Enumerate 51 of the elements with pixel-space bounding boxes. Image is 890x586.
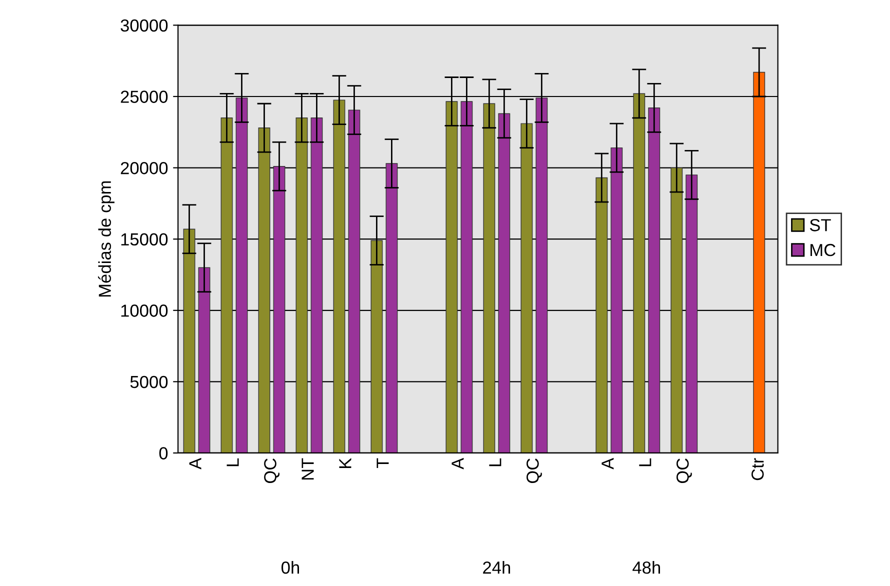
x-tick-label: T [376,458,389,468]
x-tick-label: NT [302,458,314,480]
x-tick-label: K [339,458,352,468]
text: 0h [282,561,300,574]
x-tick-label: QC [526,458,542,484]
bar [460,101,473,453]
bar [296,118,308,453]
x-tick-label: A [602,458,614,470]
bar [220,118,233,453]
bar [386,163,398,453]
bar [348,110,360,453]
bar [370,240,383,453]
bar [258,128,270,453]
y-tick-label: 0 [159,447,168,460]
legend-label: MC [810,244,836,256]
bar [536,98,548,453]
bar [686,174,698,453]
text: 48h [632,561,660,574]
x-tick-label: QC [676,458,692,484]
bar [633,93,646,453]
bar [520,123,533,453]
y-tick-label: 25000 [120,90,168,103]
y-tick-label: 30000 [120,19,168,32]
bar [610,147,623,453]
x-tick-label: A [452,458,464,470]
x-tick-label: L [489,458,502,466]
bar [198,267,210,453]
bar [183,228,196,453]
bar [446,101,458,453]
y-tick-label: 20000 [120,162,168,174]
x-tick-label: L [226,458,239,466]
bar [273,166,286,453]
legend-label: ST [810,219,831,232]
bar [236,98,248,453]
bar [753,72,766,453]
bar [596,177,608,453]
x-tick-label: QC [264,458,280,484]
x-tick-label: A [189,458,202,470]
y-tick-label: 15000 [121,233,168,246]
bar [670,167,683,453]
y-tick-label: 10000 [121,304,168,317]
x-tick-label: Ctr [751,458,764,480]
bar [310,118,323,453]
text: 24h [483,561,510,574]
bar [333,100,346,453]
bar [498,113,510,453]
y-axis-title: Médias de cpm [98,181,114,297]
y-tick-label: 5000 [130,376,168,388]
bar [483,103,496,453]
bar [648,108,660,453]
x-tick-label: L [639,458,652,466]
